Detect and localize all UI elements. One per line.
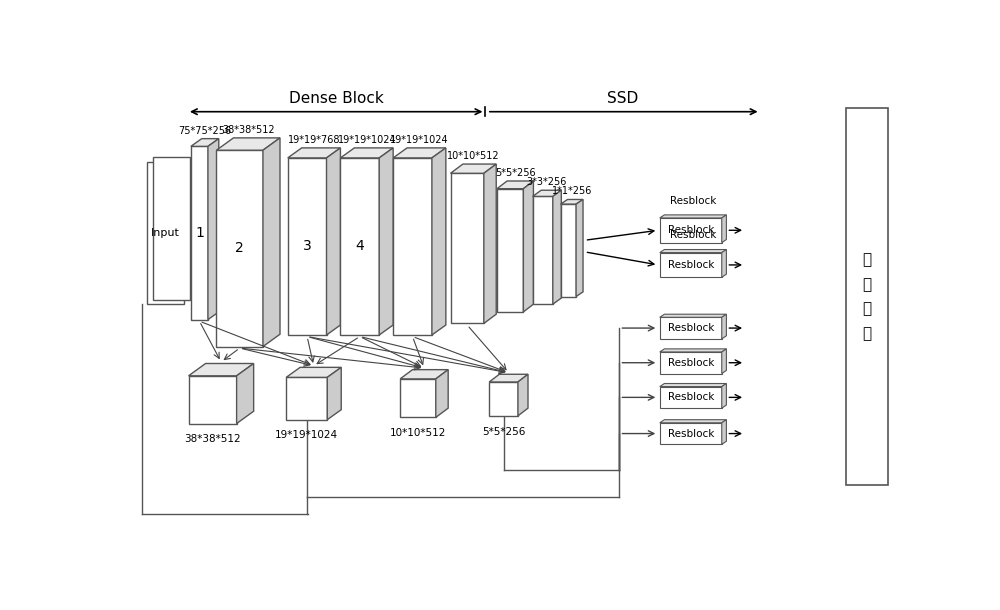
- Polygon shape: [450, 164, 496, 173]
- Polygon shape: [533, 196, 553, 304]
- Polygon shape: [660, 314, 726, 317]
- Text: 19*19*768: 19*19*768: [288, 135, 340, 145]
- Polygon shape: [722, 314, 726, 339]
- Text: Dense Block: Dense Block: [289, 90, 384, 106]
- Polygon shape: [432, 148, 446, 335]
- Text: Input: Input: [151, 228, 180, 238]
- Polygon shape: [660, 384, 726, 387]
- Text: 3*3*256: 3*3*256: [527, 177, 567, 187]
- Polygon shape: [518, 375, 528, 416]
- Polygon shape: [660, 420, 726, 423]
- Text: 19*19*1024: 19*19*1024: [337, 135, 396, 145]
- Polygon shape: [660, 317, 722, 339]
- Polygon shape: [533, 190, 561, 196]
- Polygon shape: [400, 370, 448, 379]
- Polygon shape: [208, 138, 219, 320]
- Polygon shape: [722, 249, 726, 278]
- Text: 2: 2: [235, 242, 244, 256]
- Text: 5*5*256: 5*5*256: [482, 426, 525, 437]
- Polygon shape: [288, 158, 326, 335]
- Polygon shape: [722, 349, 726, 373]
- Text: 38*38*512: 38*38*512: [222, 125, 275, 135]
- Polygon shape: [660, 253, 722, 278]
- Polygon shape: [340, 148, 393, 158]
- Polygon shape: [660, 218, 722, 243]
- Polygon shape: [660, 387, 722, 408]
- Text: Resblock: Resblock: [668, 392, 714, 403]
- Polygon shape: [722, 420, 726, 444]
- Polygon shape: [561, 199, 583, 204]
- Text: Resblock: Resblock: [668, 260, 714, 270]
- Polygon shape: [722, 384, 726, 408]
- Polygon shape: [497, 188, 523, 312]
- Polygon shape: [660, 349, 726, 352]
- Text: 10*10*512: 10*10*512: [390, 428, 446, 438]
- Polygon shape: [660, 423, 722, 444]
- Polygon shape: [393, 158, 432, 335]
- Polygon shape: [327, 367, 341, 420]
- Text: Resblock: Resblock: [668, 357, 714, 368]
- Text: Resblock: Resblock: [668, 323, 714, 333]
- Text: 3: 3: [303, 240, 312, 253]
- Text: 75*75*256: 75*75*256: [178, 126, 231, 135]
- Polygon shape: [286, 367, 341, 378]
- Polygon shape: [393, 148, 446, 158]
- Text: SSD: SSD: [607, 90, 639, 106]
- Text: Resblock: Resblock: [668, 225, 714, 235]
- Polygon shape: [189, 376, 237, 423]
- Polygon shape: [237, 364, 254, 423]
- Polygon shape: [263, 138, 280, 346]
- Polygon shape: [379, 148, 393, 335]
- Polygon shape: [660, 215, 726, 218]
- Text: 5*5*256: 5*5*256: [495, 168, 536, 178]
- Polygon shape: [288, 148, 340, 158]
- Text: 19*19*1024: 19*19*1024: [390, 135, 449, 145]
- Polygon shape: [191, 138, 219, 146]
- Polygon shape: [189, 364, 254, 376]
- Polygon shape: [484, 164, 496, 323]
- Text: 19*19*1024: 19*19*1024: [275, 431, 338, 440]
- Text: Resblock: Resblock: [668, 429, 714, 439]
- Polygon shape: [846, 108, 888, 485]
- Polygon shape: [553, 190, 561, 304]
- Polygon shape: [523, 181, 533, 312]
- Text: 10*10*512: 10*10*512: [447, 151, 500, 161]
- Polygon shape: [722, 215, 726, 243]
- Polygon shape: [216, 150, 263, 346]
- Polygon shape: [660, 352, 722, 373]
- Polygon shape: [489, 382, 518, 416]
- Text: 38*38*512: 38*38*512: [184, 434, 241, 444]
- Polygon shape: [436, 370, 448, 417]
- Polygon shape: [660, 249, 726, 253]
- Polygon shape: [286, 378, 327, 420]
- Text: 目
标
检
测: 目 标 检 测: [862, 252, 872, 341]
- Polygon shape: [561, 204, 576, 296]
- Polygon shape: [326, 148, 340, 335]
- Polygon shape: [340, 158, 379, 335]
- Polygon shape: [489, 375, 528, 382]
- Polygon shape: [576, 199, 583, 296]
- Polygon shape: [450, 173, 484, 323]
- Text: Resblock: Resblock: [670, 196, 716, 206]
- Polygon shape: [497, 181, 533, 188]
- Polygon shape: [400, 379, 436, 417]
- Text: 1*1*256: 1*1*256: [552, 187, 592, 196]
- Text: 4: 4: [355, 240, 364, 253]
- Polygon shape: [216, 138, 280, 150]
- Polygon shape: [147, 162, 184, 304]
- Text: Resblock: Resblock: [670, 231, 716, 240]
- Polygon shape: [153, 157, 190, 300]
- Text: 1: 1: [195, 226, 204, 240]
- Polygon shape: [191, 146, 208, 320]
